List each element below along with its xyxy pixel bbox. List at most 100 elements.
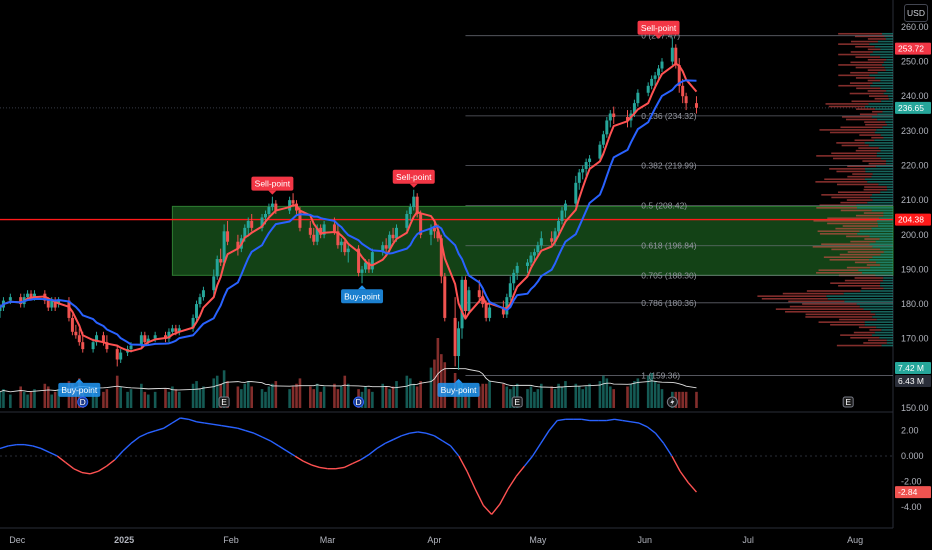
price-tick-label: 210.00 [901, 195, 929, 205]
volume-profile-row [880, 282, 893, 284]
volume-profile-row [883, 212, 893, 214]
candle-body [395, 227, 399, 239]
volume-profile-row [870, 266, 893, 269]
price-tick-label: 220.00 [901, 161, 929, 171]
volume-profile-row [854, 261, 877, 264]
volume-profile-row [854, 35, 885, 38]
candle-body [8, 297, 12, 301]
volume-profile-row [876, 220, 893, 222]
oscillator-segment [188, 418, 197, 423]
time-tick-label: Dec [9, 535, 26, 545]
price-axis-badge-text: 204.38 [898, 215, 924, 225]
volume-profile-row [833, 157, 881, 160]
candle-body [508, 283, 512, 298]
volume-bar [264, 391, 267, 408]
volume-profile-row [874, 331, 893, 334]
volume-profile-row [854, 277, 884, 279]
volume-profile-row [872, 194, 893, 196]
volume-profile-row [874, 139, 893, 142]
volume-profile-row [882, 32, 893, 35]
volume-profile-row [872, 334, 893, 336]
oscillator-segment [523, 455, 534, 467]
volume-bar [633, 381, 636, 408]
oscillator-segment [466, 470, 476, 490]
candle-body [115, 349, 119, 360]
oscillator-segment [663, 442, 673, 457]
volume-profile-row [855, 66, 885, 69]
volume-profile-row [872, 316, 893, 318]
volume-profile-row [838, 284, 881, 287]
volume-bar [371, 391, 374, 408]
volume-profile-row [857, 233, 893, 235]
candle-body [670, 47, 674, 62]
candle-body [646, 85, 650, 93]
volume-profile-row [885, 69, 893, 71]
volume-bar [226, 381, 229, 408]
volume-profile-row [782, 292, 844, 295]
volume-profile-row [874, 131, 893, 134]
candle-body [677, 65, 681, 86]
candle-body [119, 352, 123, 360]
currency-button[interactable]: USD [904, 4, 928, 22]
volume-bar [660, 389, 664, 408]
candle-body [308, 227, 312, 235]
volume-bar [574, 383, 578, 408]
volume-profile-row [806, 290, 861, 292]
volume-profile-row [858, 269, 893, 271]
oscillator-segment [474, 488, 485, 506]
candle-body [174, 328, 178, 332]
volume-profile-row [883, 214, 893, 217]
volume-bar [164, 389, 167, 408]
volume-bar [274, 381, 278, 408]
volume-profile-row [836, 170, 866, 173]
volume-bar [464, 386, 467, 408]
candle-body [501, 307, 505, 315]
candle-body [319, 227, 323, 235]
volume-bar [319, 391, 322, 408]
volume-profile-row [813, 220, 877, 222]
oscillator-segment [532, 442, 542, 457]
volume-profile-row [866, 264, 881, 266]
candle-body [601, 134, 605, 145]
volume-profile-row [840, 201, 868, 204]
volume-profile-row [864, 186, 887, 188]
volume-bar [540, 383, 543, 408]
volume-profile-row [805, 316, 873, 318]
oscillator-segment [245, 430, 255, 434]
signal-label: Buy-point [344, 291, 381, 301]
volume-profile-row [871, 209, 893, 212]
signal-pointer [454, 378, 463, 383]
oscillator-segment [482, 505, 493, 515]
volume-profile-row [888, 95, 893, 97]
earnings-event-icon [511, 396, 523, 408]
volume-profile-row [818, 321, 865, 323]
volume-profile-row [872, 110, 883, 113]
volume-profile-row [880, 149, 893, 152]
volume-profile-row [880, 157, 893, 160]
candle-body [315, 227, 319, 242]
volume-bar [126, 391, 129, 408]
volume-profile-row [816, 155, 877, 157]
volume-profile-row [880, 191, 893, 194]
volume-bar [91, 391, 95, 408]
oscillator-segment [417, 431, 427, 434]
price-tick-label: 240.00 [901, 91, 929, 101]
volume-profile-row [821, 194, 873, 196]
volume-profile-row [881, 344, 893, 347]
volume-profile-row [874, 97, 889, 100]
volume-bar [598, 381, 602, 408]
oscillator-segment [507, 475, 517, 490]
candle-body [526, 262, 530, 266]
volume-profile-row [872, 82, 893, 84]
event-letter: E [221, 397, 227, 407]
fib-level-label: 0.236 (234.32) [641, 111, 696, 121]
volume-profile-row [789, 305, 860, 308]
volume-profile-row [850, 40, 878, 43]
volume-profile-row [850, 51, 873, 53]
volume-profile-row [869, 329, 882, 331]
volume-profile-row [867, 69, 886, 71]
price-tick-label: 180.00 [901, 299, 929, 309]
oscillator-segment [253, 432, 263, 438]
volume-profile-row [824, 178, 865, 181]
